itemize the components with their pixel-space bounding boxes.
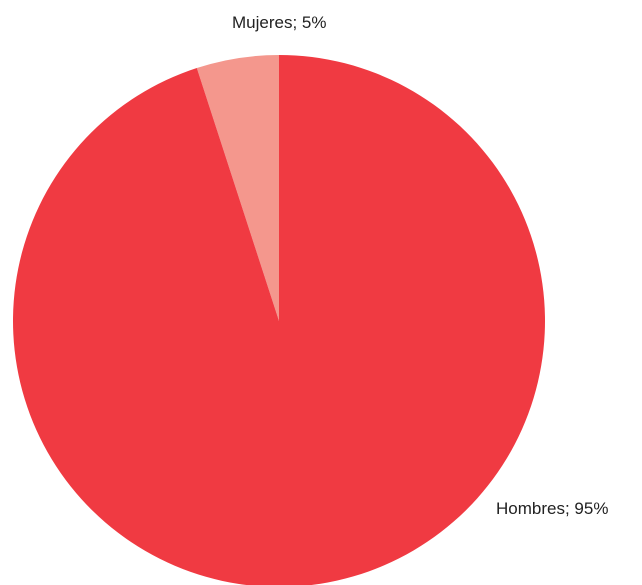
slice-label-mujeres: Mujeres; 5%: [232, 13, 326, 32]
pie-slices: [13, 55, 545, 585]
pie-slice-mujeres: [196, 55, 279, 321]
slice-label-hombres: Hombres; 95%: [496, 499, 608, 518]
pie-slice-hombres: [13, 55, 545, 585]
